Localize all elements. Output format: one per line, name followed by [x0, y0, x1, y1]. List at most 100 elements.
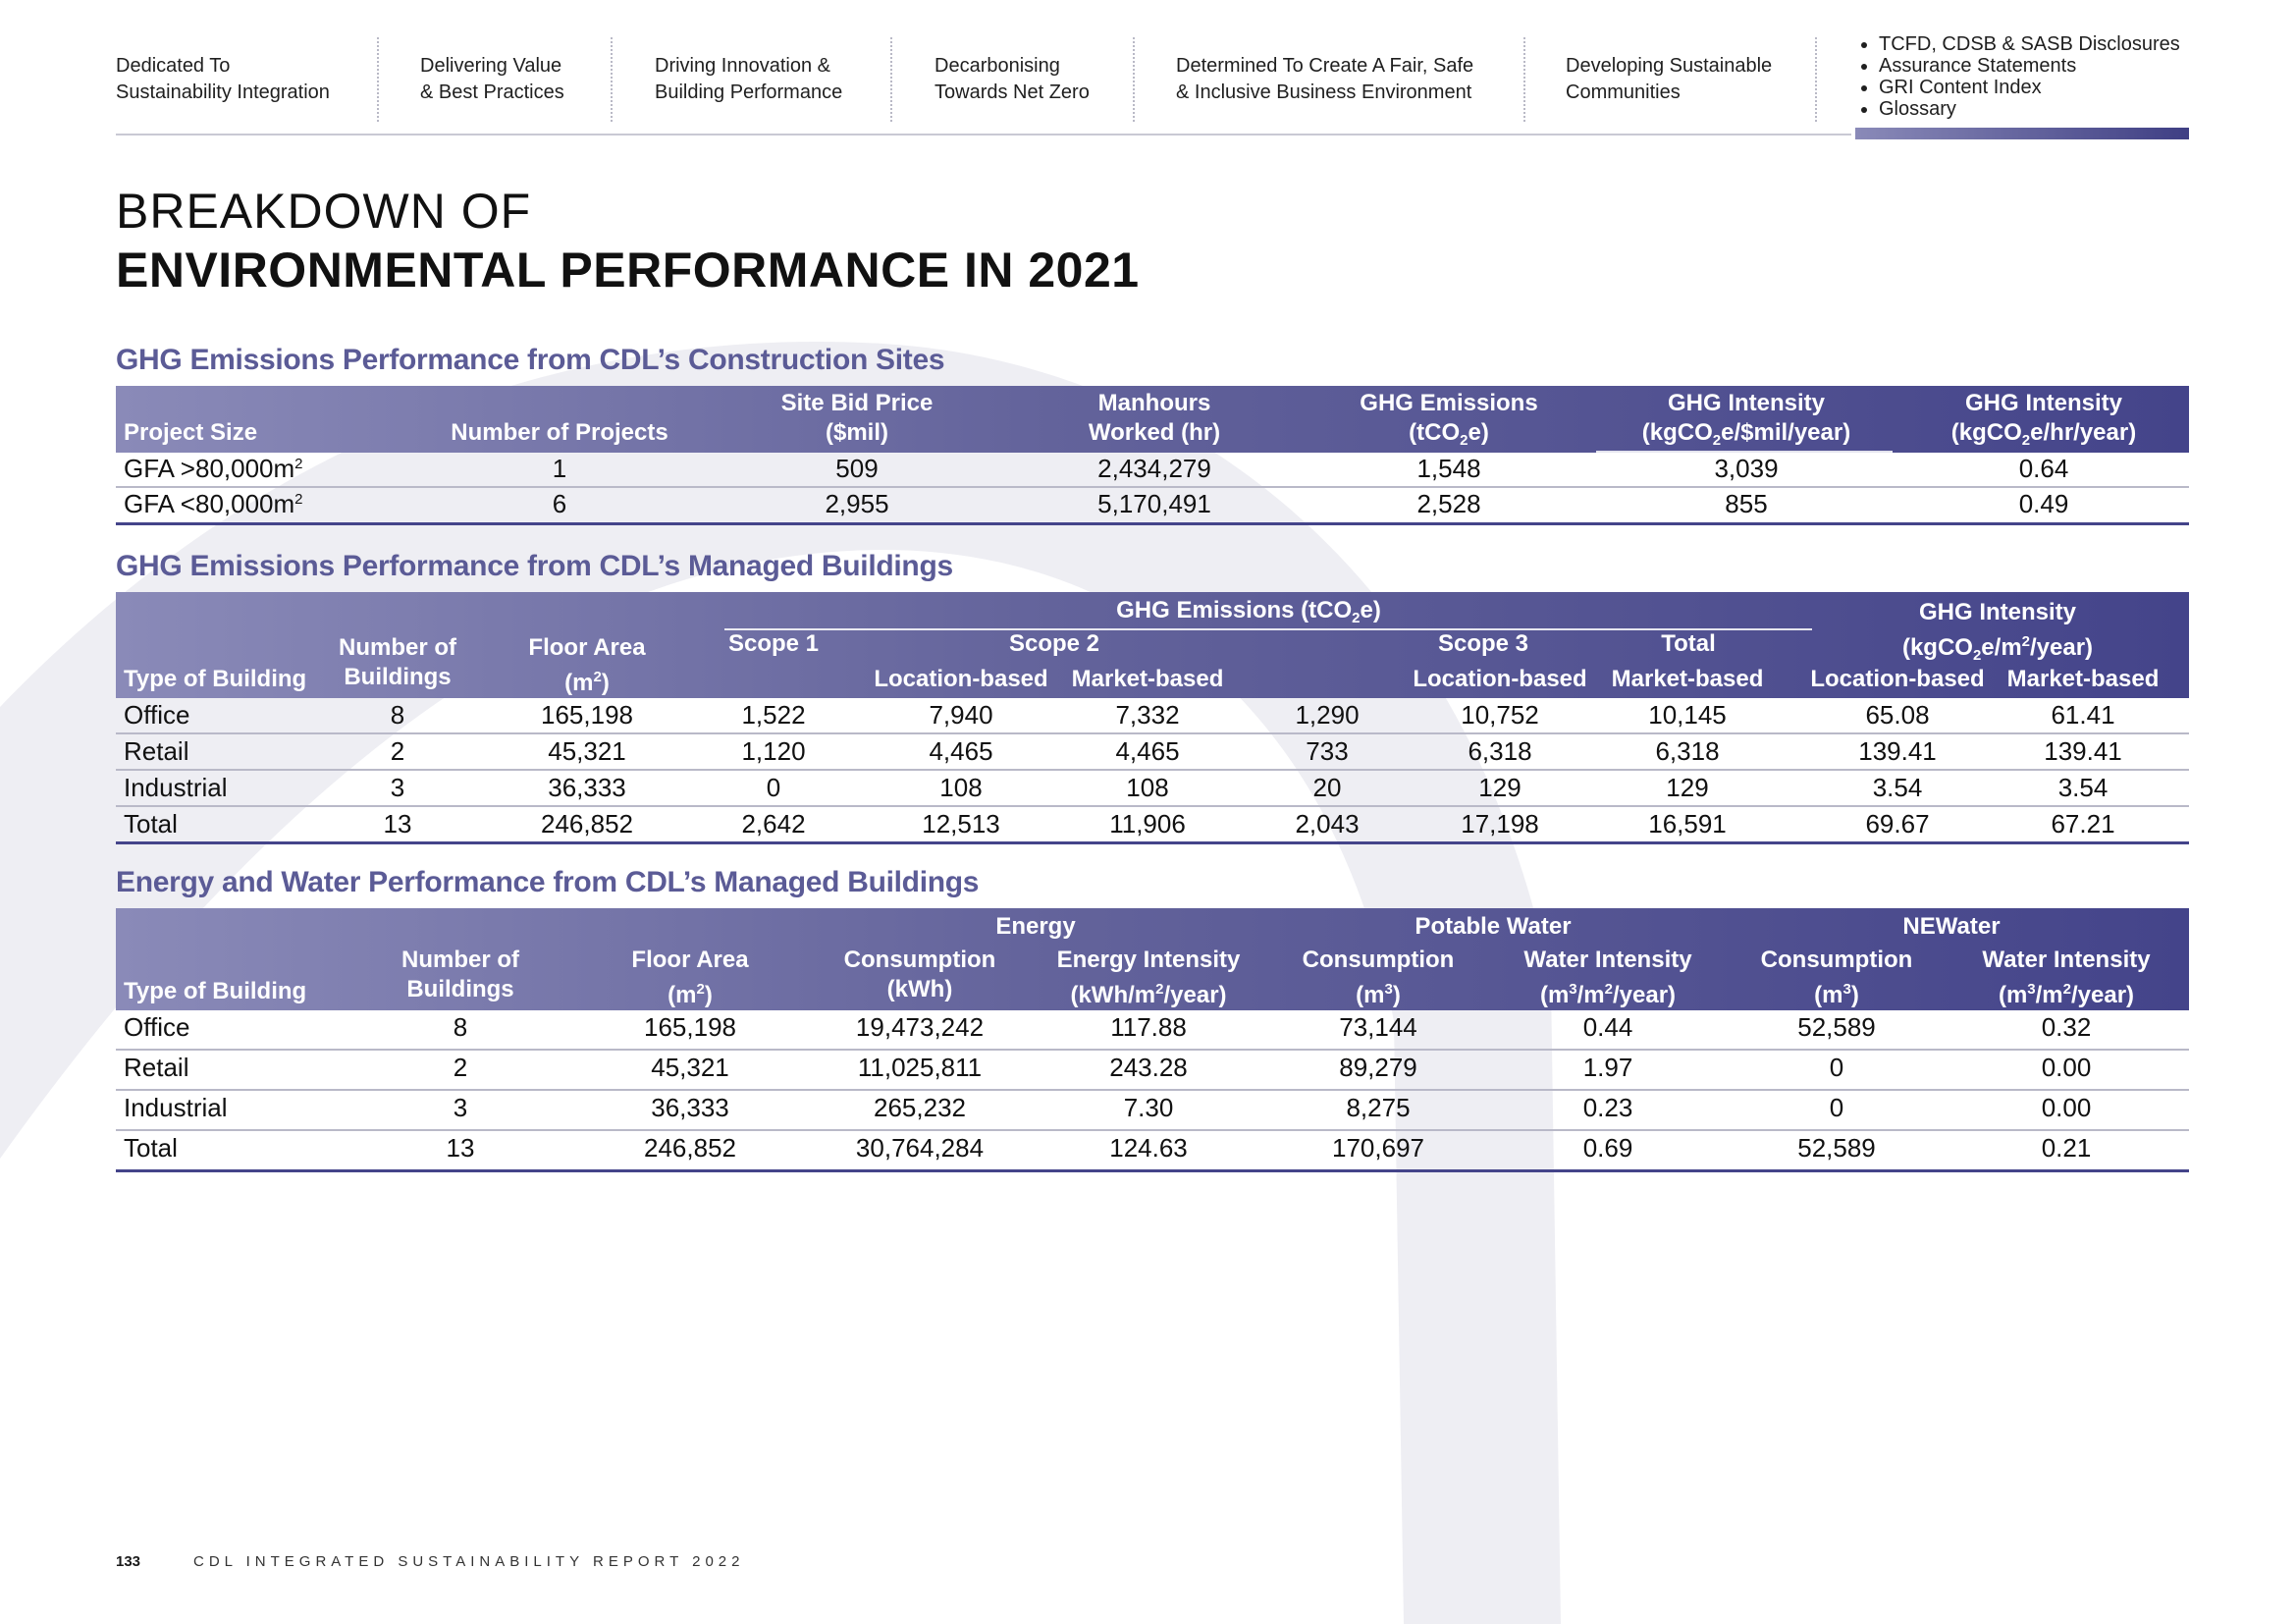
header-number-of-projects: Number of Projects: [451, 419, 668, 446]
cell-floor-area: 45,321: [651, 1053, 729, 1082]
table-row: Office 8 165,198 19,473,242 117.88 73,144 0.44…: [116, 1010, 2189, 1051]
table-row: Retail 2 45,321 11,025,811 243.28 89,279 1.97 0…: [116, 1051, 2189, 1091]
nav-link-gri-index[interactable]: GRI Content Index: [1879, 77, 2180, 98]
cell-floor-area: 36,333: [548, 773, 626, 802]
cell-scope2-location: 12,513: [922, 809, 1000, 839]
nav-item-sustainability-integration[interactable]: Dedicated To Sustainability Integration: [116, 55, 330, 103]
page-title-line1: BREAKDOWN OF: [116, 184, 532, 239]
cell-scope2-location: 108: [939, 773, 983, 802]
cell-water-intensity: 0.23: [1582, 1093, 1633, 1122]
cell-intensity-location: 65.08: [1865, 700, 1930, 730]
report-title-footer: CDL INTEGRATED SUSTAINABILITY REPORT 202…: [193, 1553, 745, 1570]
cell-water-consumption: 89,279: [1339, 1053, 1417, 1082]
nav-item-sustainable-communities[interactable]: Developing Sustainable Communities: [1566, 55, 1773, 103]
cell-intensity-market: 67.21: [2051, 809, 2115, 839]
cell-newater-intensity: 0.21: [2041, 1133, 2092, 1163]
nav-item-driving-innovation[interactable]: Driving Innovation & Building Performance: [655, 55, 843, 103]
nav-link-tcfd[interactable]: TCFD, CDSB & SASB Disclosures: [1879, 33, 2180, 55]
header-project-size: Project Size: [124, 419, 258, 446]
cell-water-consumption: 170,697: [1332, 1133, 1424, 1163]
nav-item-decarbonising[interactable]: Decarbonising Towards Net Zero: [934, 55, 1090, 103]
cell-intensity-location: 139.41: [1858, 736, 1937, 766]
cell-floor-area: 45,321: [548, 736, 626, 766]
header-newater-group: NEWater: [1902, 913, 2001, 940]
cell-type-of-building: Industrial: [124, 1093, 228, 1122]
nav-link-glossary[interactable]: Glossary: [1879, 98, 2180, 120]
nav-separator: [1815, 37, 1817, 122]
energy-water-table: Energy Potable Water NEWater Type of Bui…: [116, 908, 2189, 1172]
nav-separator: [377, 37, 379, 122]
table-header: GHG Emissions (tCO2e) GHG Intensity (kgC…: [116, 592, 2189, 698]
table-row: Total 13 246,852 30,764,284 124.63 170,697 0.6…: [116, 1131, 2189, 1172]
cell-bid: 2,955: [825, 489, 889, 518]
header-newater-intensity: Water Intensity (m3/m2/year): [1982, 947, 2151, 1008]
table-header: Project Size Number of Projects Site Bid…: [116, 386, 2189, 453]
cell-ghg: 1,548: [1416, 454, 1481, 483]
cell-projects: 6: [552, 489, 567, 518]
cell-intensity-location: 69.67: [1865, 809, 1930, 839]
cell-energy-intensity: 7.30: [1123, 1093, 1174, 1122]
page-title-line2: ENVIRONMENTAL PERFORMANCE IN 2021: [116, 243, 1140, 298]
header-number-of-buildings: Number of Buildings: [401, 947, 519, 1002]
cell-scope-1: 2,642: [741, 809, 806, 839]
cell-floor-area: 36,333: [651, 1093, 729, 1122]
table-row: Industrial 3 36,333 0 108 108 20 129 129 3.54 3.54: [116, 771, 2189, 807]
nav-item-delivering-value[interactable]: Delivering Value & Best Practices: [420, 55, 564, 103]
section-heading-construction: GHG Emissions Performance from CDL’s Con…: [116, 344, 945, 376]
header-type-of-building: Type of Building: [124, 978, 307, 1004]
cell-bid: 509: [835, 454, 879, 483]
cell-project-size: GFA <80,000m2: [124, 489, 303, 518]
cell-intensity-hr: 0.49: [2018, 489, 2069, 518]
cell-projects: 1: [552, 454, 567, 483]
header-type-of-building: Type of Building: [124, 666, 307, 692]
cell-scope-3: 2,043: [1295, 809, 1360, 839]
cell-type-of-building: Retail: [124, 1053, 189, 1082]
cell-total-location: 17,198: [1461, 809, 1539, 839]
cell-number-of-buildings: 8: [453, 1012, 468, 1042]
cell-number-of-buildings: 13: [446, 1133, 475, 1163]
nav-separator: [1523, 37, 1525, 122]
section-heading-energy-water: Energy and Water Performance from CDL’s …: [116, 866, 980, 898]
cell-newater-consumption: 52,589: [1797, 1133, 1876, 1163]
cell-ghg: 2,528: [1416, 489, 1481, 518]
cell-newater-consumption: 52,589: [1797, 1012, 1876, 1042]
cell-total-market: 16,591: [1648, 809, 1727, 839]
header-intensity-market: Market-based: [2006, 666, 2160, 692]
cell-energy-intensity: 117.88: [1110, 1012, 1187, 1042]
cell-intensity-market: 139.41: [2044, 736, 2122, 766]
table-row: Industrial 3 36,333 265,232 7.30 8,275 0.23 0 0.…: [116, 1091, 2189, 1131]
header-floor-area: Floor Area (m2): [631, 947, 749, 1008]
cell-water-intensity: 0.69: [1582, 1133, 1633, 1163]
header-ghg-intensity-mil: GHG Intensity (kgCO2e/$mil/year): [1641, 390, 1851, 449]
header-scope-2: Scope 2: [1008, 630, 1100, 657]
cell-number-of-buildings: 8: [390, 700, 405, 730]
cell-energy-consumption: 30,764,284: [855, 1133, 985, 1163]
cell-energy-intensity: 243.28: [1109, 1053, 1188, 1082]
top-navigation: Dedicated To Sustainability Integration D…: [116, 37, 2197, 135]
cell-total-location: 129: [1478, 773, 1522, 802]
nav-item-fair-safe-inclusive[interactable]: Determined To Create A Fair, Safe & Inclu…: [1176, 55, 1474, 103]
nav-separator: [1133, 37, 1135, 122]
cell-scope2-market: 108: [1126, 773, 1169, 802]
cell-floor-area: 246,852: [541, 809, 633, 839]
cell-scope-3: 733: [1306, 736, 1349, 766]
header-energy-consumption: Consumption (kWh): [843, 947, 996, 1002]
nav-link-assurance[interactable]: Assurance Statements: [1879, 55, 2180, 77]
page-number: 133: [116, 1553, 141, 1570]
cell-water-consumption: 8,275: [1346, 1093, 1411, 1122]
header-underline: [724, 628, 1812, 630]
cell-intensity-market: 61.41: [2051, 700, 2115, 730]
cell-number-of-buildings: 3: [453, 1093, 468, 1122]
cell-type-of-building: Industrial: [124, 773, 228, 802]
cell-scope2-location: 7,940: [929, 700, 993, 730]
nav-separator: [890, 37, 892, 122]
cell-total-location: 10,752: [1461, 700, 1539, 730]
cell-scope2-location: 4,465: [929, 736, 993, 766]
nav-active-indicator: [1855, 128, 2189, 139]
cell-total-market: 129: [1666, 773, 1709, 802]
cell-total-market: 10,145: [1648, 700, 1727, 730]
header-newater-consumption: Consumption (m3): [1760, 947, 1913, 1008]
table-row: Total 13 246,852 2,642 12,513 11,906 2,043 17,1…: [116, 807, 2189, 844]
header-scope-3: Scope 3: [1437, 630, 1529, 657]
cell-newater-intensity: 0.00: [2041, 1093, 2092, 1122]
